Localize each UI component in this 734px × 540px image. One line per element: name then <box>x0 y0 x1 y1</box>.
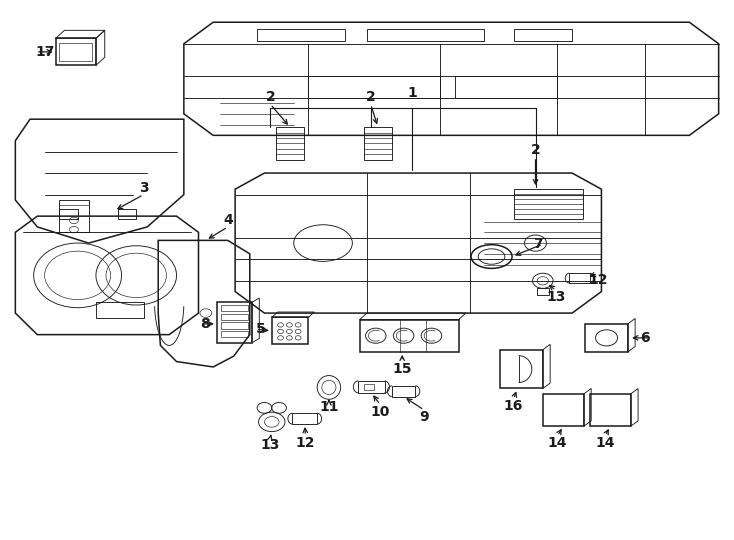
Text: 8: 8 <box>200 317 210 331</box>
Text: 12: 12 <box>588 273 608 287</box>
Text: 2: 2 <box>266 90 275 104</box>
Bar <box>221 331 247 338</box>
Text: 15: 15 <box>393 362 412 375</box>
Bar <box>96 302 144 319</box>
Text: 13: 13 <box>261 438 280 452</box>
Bar <box>59 209 78 219</box>
Text: 1: 1 <box>407 86 418 100</box>
Text: 7: 7 <box>533 237 543 251</box>
Text: 4: 4 <box>223 213 233 227</box>
Bar <box>514 29 572 41</box>
Bar <box>501 350 543 388</box>
Text: 14: 14 <box>595 436 615 450</box>
Bar <box>589 394 631 426</box>
Text: 10: 10 <box>371 404 390 418</box>
Bar <box>221 305 247 312</box>
Bar <box>257 29 345 41</box>
Bar <box>118 209 137 219</box>
Bar <box>537 288 549 295</box>
Text: 17: 17 <box>36 45 55 59</box>
Bar <box>358 381 385 393</box>
Text: 3: 3 <box>139 180 148 194</box>
Bar <box>514 189 583 219</box>
Bar <box>56 38 96 65</box>
Bar <box>360 320 459 352</box>
Text: 13: 13 <box>546 291 566 305</box>
Bar <box>308 76 440 98</box>
Bar <box>364 127 392 160</box>
Bar <box>364 383 374 390</box>
Bar <box>221 322 247 329</box>
Bar <box>59 43 92 61</box>
Bar <box>272 318 308 345</box>
Bar <box>292 413 317 424</box>
Text: 5: 5 <box>255 322 266 336</box>
Text: 9: 9 <box>419 410 429 424</box>
Text: 2: 2 <box>366 90 376 104</box>
Bar <box>585 324 628 352</box>
Bar <box>59 200 89 232</box>
Text: 2: 2 <box>531 143 540 157</box>
Bar <box>276 127 304 160</box>
Bar <box>217 302 252 343</box>
Bar <box>455 76 558 98</box>
Text: 14: 14 <box>548 436 567 450</box>
Text: 16: 16 <box>504 399 523 413</box>
Text: 11: 11 <box>319 400 338 414</box>
Bar <box>543 394 584 426</box>
Bar <box>367 29 484 41</box>
Bar <box>392 386 415 396</box>
Bar <box>569 273 589 283</box>
Text: 6: 6 <box>640 331 650 345</box>
Text: 12: 12 <box>296 436 315 450</box>
Bar <box>221 314 247 320</box>
